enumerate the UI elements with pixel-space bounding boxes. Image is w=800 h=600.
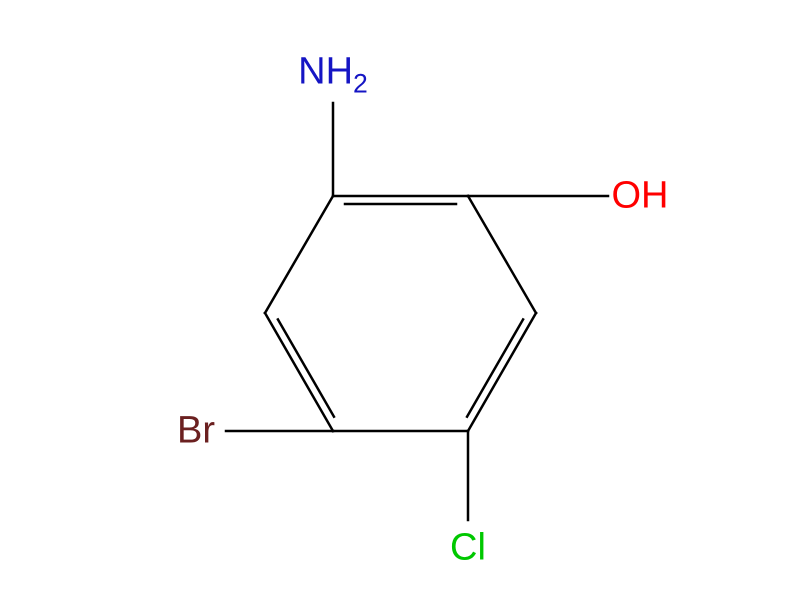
- atom-label-br: Br: [177, 410, 215, 453]
- bond-layer: [0, 0, 800, 600]
- atom-label-nh2: NH2: [298, 51, 368, 100]
- atom-label-cl: Cl: [450, 527, 486, 570]
- atom-label-oh: OH: [612, 175, 669, 218]
- molecule-canvas: NH2 OH Cl Br: [0, 0, 800, 600]
